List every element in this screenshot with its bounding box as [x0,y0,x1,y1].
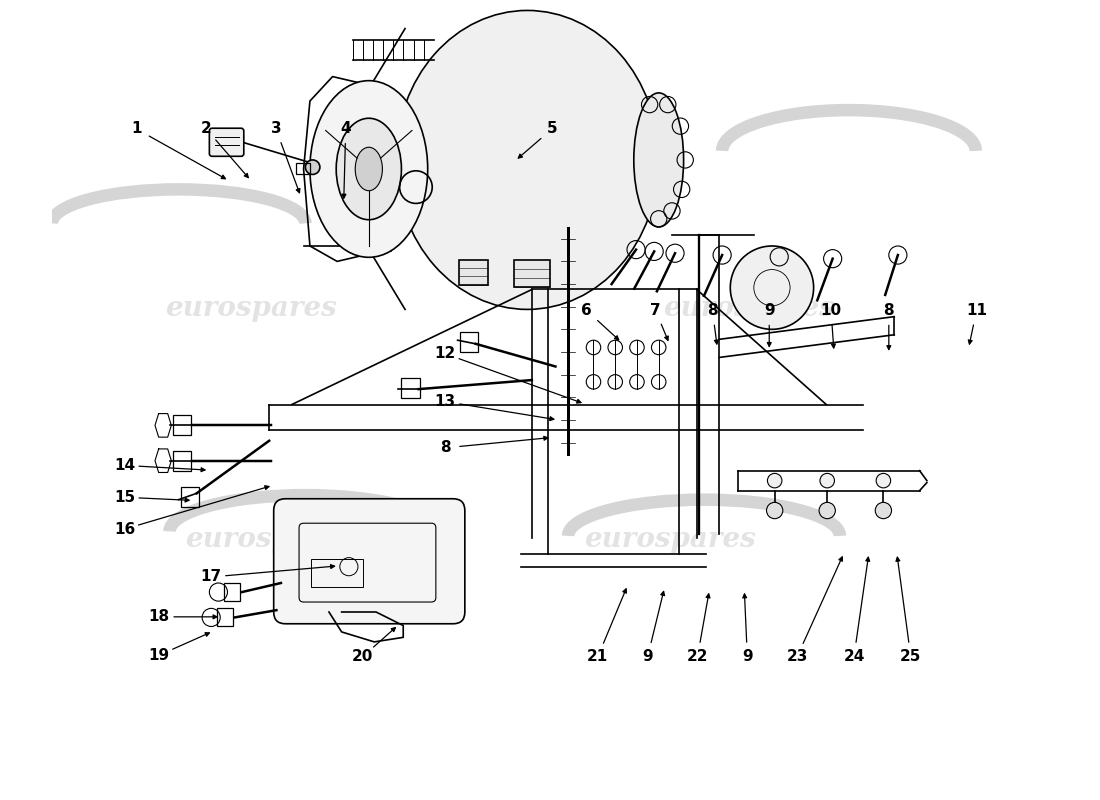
Bar [296,162,310,174]
Circle shape [876,474,891,488]
Text: 8: 8 [440,440,451,455]
Text: 3: 3 [271,122,282,137]
Ellipse shape [337,118,401,220]
Bar [460,259,488,285]
Text: eurospares: eurospares [663,295,835,322]
Text: 13: 13 [434,394,455,409]
Text: 1: 1 [131,122,142,137]
Circle shape [820,474,835,488]
Text: 23: 23 [786,650,807,664]
Text: 18: 18 [148,610,169,624]
Circle shape [876,502,891,518]
Text: 8: 8 [883,303,894,318]
Ellipse shape [396,10,659,310]
Circle shape [767,502,783,518]
Text: 24: 24 [844,650,865,664]
Text: eurospares: eurospares [185,526,356,553]
Bar [224,583,240,601]
Text: 10: 10 [821,303,842,318]
Text: 15: 15 [114,490,135,505]
FancyBboxPatch shape [274,498,465,624]
Text: 12: 12 [434,346,456,362]
Text: 9: 9 [642,650,653,664]
Text: 11: 11 [966,303,987,318]
Ellipse shape [310,81,428,258]
Text: 8: 8 [707,303,717,318]
Text: 25: 25 [900,650,922,664]
Text: 7: 7 [650,303,661,318]
Ellipse shape [355,147,383,190]
Ellipse shape [634,93,683,227]
Circle shape [306,160,320,174]
Text: 22: 22 [686,650,708,664]
Bar [460,332,478,352]
Bar [173,415,191,435]
Circle shape [730,246,814,330]
Text: 4: 4 [340,122,351,137]
Text: 19: 19 [148,648,169,662]
Text: 16: 16 [114,522,135,537]
Bar [402,378,419,398]
Bar [311,559,363,586]
Bar [217,608,233,626]
Text: eurospares: eurospares [584,526,756,553]
Text: 21: 21 [587,650,608,664]
Bar [514,259,550,286]
Text: 2: 2 [201,122,211,137]
Text: 9: 9 [763,303,774,318]
Text: 14: 14 [114,458,135,473]
Circle shape [820,502,835,518]
Bar [173,450,191,470]
Circle shape [768,474,782,488]
Text: 17: 17 [200,570,222,585]
Text: 5: 5 [547,122,558,137]
Text: 20: 20 [352,650,373,664]
Text: eurospares: eurospares [165,295,337,322]
Text: 9: 9 [742,650,752,664]
Bar [182,487,199,507]
FancyBboxPatch shape [209,128,244,156]
Text: 6: 6 [582,303,592,318]
